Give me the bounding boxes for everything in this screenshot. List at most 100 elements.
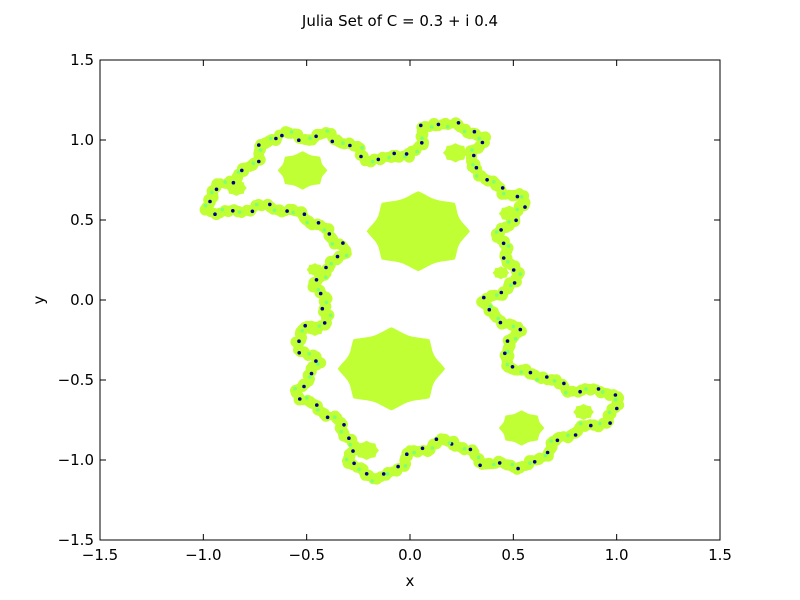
escape-point bbox=[220, 207, 225, 212]
escape-point bbox=[519, 370, 523, 374]
escape-point bbox=[615, 406, 619, 411]
escape-point bbox=[535, 378, 539, 382]
escape-point bbox=[505, 350, 510, 354]
escape-point bbox=[501, 241, 506, 246]
escape-point bbox=[341, 141, 345, 145]
escape-point bbox=[608, 421, 612, 425]
x-tick-label: 1.5 bbox=[708, 546, 732, 564]
escape-point bbox=[272, 208, 277, 213]
escape-point bbox=[480, 140, 485, 145]
filled-region bbox=[366, 191, 470, 272]
x-tick-label: −1.0 bbox=[185, 546, 221, 564]
escape-point bbox=[501, 256, 506, 260]
escape-point bbox=[499, 290, 504, 295]
y-tick-label: 1.5 bbox=[70, 51, 94, 69]
escape-point bbox=[510, 462, 515, 467]
escape-point bbox=[359, 154, 363, 159]
y-tick-label: 0.0 bbox=[70, 291, 94, 309]
escape-point bbox=[474, 174, 479, 178]
escape-point bbox=[515, 194, 520, 199]
escape-point bbox=[314, 359, 318, 363]
escape-point bbox=[468, 447, 473, 452]
escape-point bbox=[512, 281, 517, 285]
x-axis-label: x bbox=[406, 572, 415, 590]
escape-point bbox=[523, 205, 527, 209]
escape-point bbox=[324, 275, 328, 280]
escape-point bbox=[584, 387, 588, 391]
escape-point bbox=[392, 151, 397, 156]
escape-point bbox=[322, 228, 327, 232]
filled-region bbox=[492, 266, 510, 280]
escape-point bbox=[289, 130, 294, 134]
escape-point bbox=[203, 203, 208, 208]
escape-point bbox=[328, 313, 333, 318]
x-tick-label: 1.0 bbox=[605, 546, 629, 564]
escape-point bbox=[348, 443, 353, 447]
escape-point bbox=[302, 212, 307, 216]
escape-point bbox=[325, 129, 330, 133]
escape-point bbox=[505, 362, 510, 367]
escape-point bbox=[324, 265, 328, 270]
escape-point bbox=[514, 218, 518, 223]
escape-point bbox=[488, 304, 493, 309]
escape-point bbox=[578, 421, 583, 426]
escape-point bbox=[330, 139, 335, 144]
escape-point bbox=[506, 260, 510, 264]
escape-point bbox=[344, 457, 349, 462]
escape-point bbox=[250, 209, 255, 214]
escape-point bbox=[471, 163, 475, 167]
escape-point bbox=[387, 155, 391, 160]
escape-point bbox=[420, 141, 424, 145]
x-tick-label: −1.5 bbox=[82, 546, 118, 564]
escape-point bbox=[600, 390, 605, 394]
escape-point bbox=[316, 288, 321, 292]
chart-title: Julia Set of C = 0.3 + i 0.4 bbox=[301, 12, 498, 30]
escape-point bbox=[518, 327, 523, 332]
escape-point bbox=[507, 220, 511, 224]
escape-point bbox=[385, 472, 390, 476]
escape-point bbox=[412, 450, 416, 455]
escape-point bbox=[494, 230, 499, 234]
escape-point bbox=[309, 371, 314, 376]
escape-point bbox=[396, 464, 400, 469]
y-axis-label: y bbox=[30, 295, 48, 304]
escape-point bbox=[495, 293, 499, 297]
escape-point bbox=[316, 362, 320, 366]
escape-point bbox=[511, 268, 516, 272]
escape-point bbox=[515, 207, 519, 212]
escape-point bbox=[268, 136, 273, 141]
escape-point bbox=[344, 253, 349, 258]
escape-point bbox=[607, 410, 612, 415]
escape-point bbox=[305, 220, 310, 225]
escape-point bbox=[231, 209, 235, 213]
escape-point bbox=[364, 472, 369, 476]
escape-point bbox=[280, 133, 284, 138]
y-tick-label: −0.5 bbox=[58, 371, 94, 389]
escape-point bbox=[456, 121, 461, 125]
escape-point bbox=[528, 370, 533, 375]
escape-point bbox=[329, 261, 334, 266]
escape-point bbox=[505, 339, 510, 343]
escape-point bbox=[324, 300, 329, 305]
escape-point bbox=[543, 453, 548, 458]
escape-point bbox=[470, 148, 474, 152]
escape-point bbox=[303, 323, 308, 328]
escape-point bbox=[564, 390, 568, 395]
escape-point bbox=[434, 437, 439, 442]
escape-point bbox=[562, 381, 566, 386]
y-tick-label: −1.5 bbox=[58, 531, 94, 549]
escape-point bbox=[549, 439, 554, 443]
escape-point bbox=[351, 449, 355, 453]
escape-point bbox=[496, 316, 500, 321]
escape-point bbox=[251, 161, 256, 166]
escape-point bbox=[519, 195, 524, 199]
escape-point bbox=[297, 351, 302, 355]
escape-point bbox=[500, 186, 505, 190]
escape-point bbox=[370, 479, 375, 483]
escape-point bbox=[513, 337, 518, 341]
escape-point bbox=[472, 129, 477, 134]
y-tick-label: 0.5 bbox=[70, 211, 94, 229]
escape-point bbox=[566, 433, 570, 438]
x-tick-label: −0.5 bbox=[288, 546, 324, 564]
escape-point bbox=[545, 450, 550, 455]
